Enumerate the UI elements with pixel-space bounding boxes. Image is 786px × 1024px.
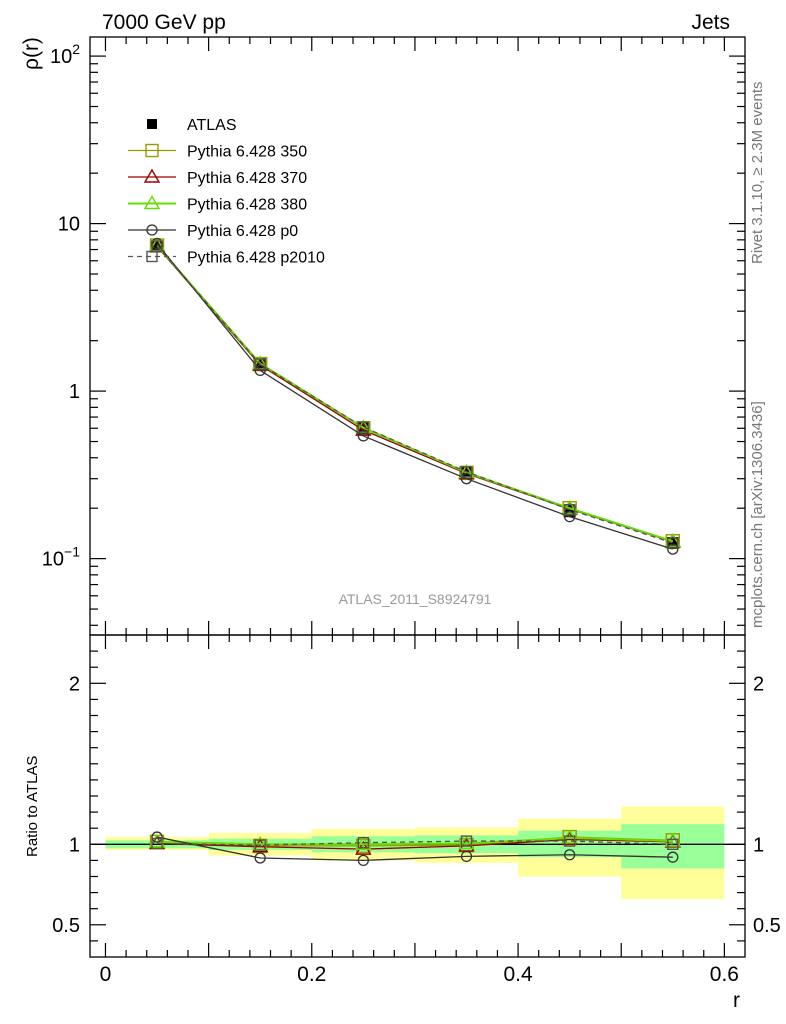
point-pythia-6-428-370 [251,838,269,853]
axis-ticks [90,37,745,957]
point-pythia-6-428-p0 [563,511,576,523]
legend-label: Pythia 6.428 350 [187,144,307,161]
analysis-id: ATLAS_2011_S8924791 [339,591,492,607]
point-pythia-6-428-p0 [667,851,679,863]
ratio-y-tick-label-right: 0.5 [753,915,781,937]
series-line-pythia-6-428-p0 [156,836,673,862]
header-process: Jets [691,11,730,34]
legend-marker [143,168,161,183]
y-tick-label: 10 [58,214,80,236]
legend-item-pythia-6-428-p2010: Pythia 6.428 p2010 [128,250,325,267]
point-pythia-6-428-350 [356,838,371,854]
x-tick-label: 0.6 [710,963,739,986]
point-pythia-6-428-p0 [254,852,266,864]
series-line-pythia-6-428-370 [157,838,673,850]
point-pythia-6-428-p2010 [254,839,266,851]
legend: ATLAS Pythia 6.428 350 Pythia 6.428 370 Pyt… [128,117,325,267]
point-pythia-6-428-p0 [563,849,576,861]
y-tick-label: 102 [50,41,80,68]
rivet-label: Rivet 3.1.10, ≥ 2.3M events [749,82,766,265]
series-line-pythia-6-428-p0 [156,243,673,550]
point-pythia-6-428-p0 [357,854,369,867]
legend-label: ATLAS [187,117,237,134]
x-tick-label: 0.2 [297,963,326,986]
series-line-pythia-6-428-p2010 [157,840,673,846]
point-pythia-6-428-380 [561,829,578,844]
point-pythia-6-428-380 [251,835,269,850]
ratio-y-tick-label-right: 2 [753,673,764,695]
point-pythia-6-428-p2010 [357,421,370,433]
legend-marker [146,250,158,263]
legend-marker [145,143,159,158]
point-pythia-6-428-p0 [254,364,266,377]
legend-marker [147,119,157,129]
ratio-y-tick-label-right: 1 [753,834,764,856]
legend-label: Pythia 6.428 380 [187,197,307,214]
x-axis-label: r [733,989,740,1012]
point-pythia-6-428-p2010 [563,835,576,847]
ratio-y-tick-label-left: 2 [69,673,80,695]
ratio-y-tick-label-left: 0.5 [52,915,80,937]
legend-item-pythia-6-428-p0: Pythia 6.428 p0 [128,223,298,240]
legend-label: Pythia 6.428 p0 [187,223,298,240]
ratio-panel-series [148,829,682,867]
legend-marker [146,224,158,236]
point-pythia-6-428-p0 [460,850,473,863]
legend-label: Pythia 6.428 370 [187,170,307,187]
point-pythia-6-428-380 [664,832,682,847]
main-y-axis-label: ρ(r) [20,37,43,70]
point-pythia-6-428-p0 [667,543,679,555]
point-pythia-6-428-p2010 [460,466,473,478]
axis-tick-labels: 0 0.2 0.4 0.6 10−1 1 10 102 0.5 0.5 1 1 2 2 [42,41,781,986]
point-pythia-6-428-p0 [460,473,473,485]
point-pythia-6-428-p2010 [151,837,163,850]
header-energy: 7000 GeV pp [102,11,226,34]
legend-label: Pythia 6.428 p2010 [187,250,325,267]
point-pythia-6-428-p0 [151,831,163,843]
ratio-y-tick-label-left: 1 [69,834,80,856]
point-pythia-6-428-p0 [357,430,369,442]
point-pythia-6-428-p2010 [563,503,576,516]
point-pythia-6-428-380 [664,532,682,547]
point-pythia-6-428-p2010 [667,838,679,850]
mcplots-label: mcplots.cern.ch [arXiv:1306.3436] [749,401,766,628]
legend-item-atlas: ATLAS [147,117,237,134]
x-tick-label: 0 [100,963,112,986]
point-pythia-6-428-p2010 [254,358,266,370]
point-pythia-6-428-p2010 [460,835,473,847]
y-tick-label: 1 [69,381,80,403]
main-panel-series [148,237,682,555]
legend-item-pythia-6-428-370: Pythia 6.428 370 [128,168,307,187]
x-tick-label: 0.4 [503,963,533,986]
point-pythia-6-428-380 [458,835,475,850]
y-tick-label: 10−1 [42,544,80,571]
series-line-pythia-6-428-p2010 [156,245,673,544]
legend-item-pythia-6-428-380: Pythia 6.428 380 [128,195,307,214]
series-line-pythia-6-428-380 [157,836,673,846]
point-pythia-6-428-380 [561,499,578,514]
ratio-y-axis-label: Ratio to ATLAS [24,756,41,857]
point-pythia-6-428-p2010 [667,537,679,549]
legend-item-pythia-6-428-350: Pythia 6.428 350 [128,144,307,161]
point-pythia-6-428-p2010 [357,836,370,849]
legend-marker [143,195,161,210]
